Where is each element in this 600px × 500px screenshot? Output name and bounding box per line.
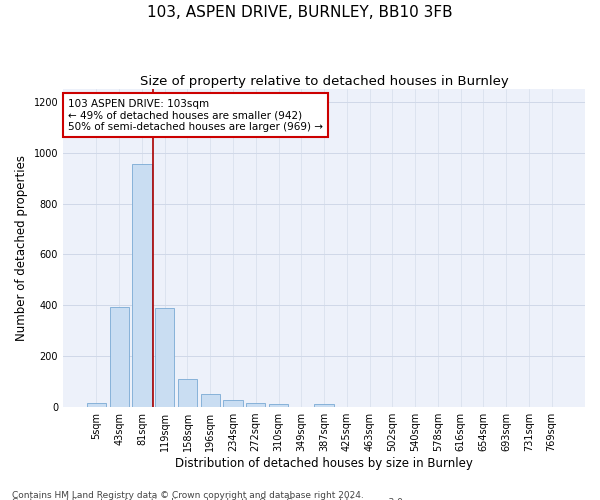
Text: Contains public sector information licensed under the Open Government Licence v3: Contains public sector information licen… <box>12 498 406 500</box>
Bar <box>223 400 242 407</box>
Text: Contains HM Land Registry data © Crown copyright and database right 2024.: Contains HM Land Registry data © Crown c… <box>12 490 364 500</box>
Bar <box>200 394 220 407</box>
Bar <box>314 404 334 407</box>
Bar <box>269 404 288 407</box>
Text: 103, ASPEN DRIVE, BURNLEY, BB10 3FB: 103, ASPEN DRIVE, BURNLEY, BB10 3FB <box>147 5 453 20</box>
Bar <box>132 164 152 407</box>
Bar <box>87 404 106 407</box>
Bar <box>110 306 129 407</box>
X-axis label: Distribution of detached houses by size in Burnley: Distribution of detached houses by size … <box>175 457 473 470</box>
Bar <box>246 404 265 407</box>
Y-axis label: Number of detached properties: Number of detached properties <box>15 155 28 341</box>
Text: 103 ASPEN DRIVE: 103sqm
← 49% of detached houses are smaller (942)
50% of semi-d: 103 ASPEN DRIVE: 103sqm ← 49% of detache… <box>68 98 323 132</box>
Bar <box>155 308 175 407</box>
Title: Size of property relative to detached houses in Burnley: Size of property relative to detached ho… <box>140 75 508 88</box>
Bar <box>178 379 197 407</box>
